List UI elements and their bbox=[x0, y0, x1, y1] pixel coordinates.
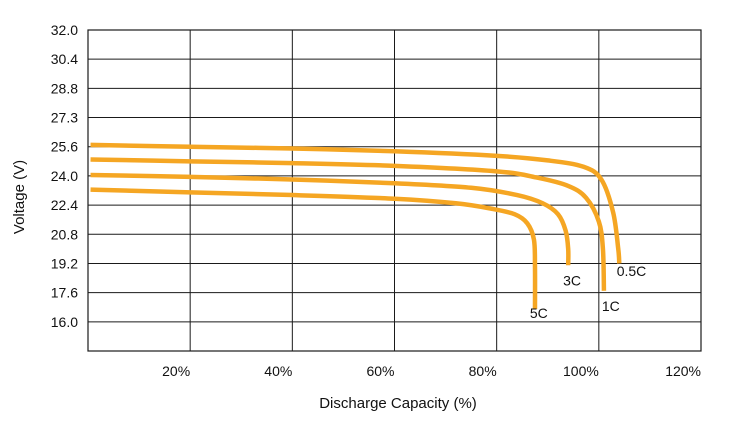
series-line-1c bbox=[90, 157, 607, 291]
y-tick-label: 19.2 bbox=[51, 255, 78, 271]
y-axis-label: Voltage (V) bbox=[11, 160, 28, 234]
series-layer bbox=[90, 142, 622, 310]
series-line-3c bbox=[90, 172, 571, 266]
x-tick-label: 80% bbox=[469, 363, 497, 379]
y-tick-label: 16.0 bbox=[51, 314, 78, 330]
x-tick-label: 40% bbox=[264, 363, 292, 379]
x-tick-label: 20% bbox=[162, 363, 190, 379]
y-tick-label: 17.6 bbox=[51, 285, 78, 301]
series-annotation: 3C bbox=[563, 272, 581, 288]
series-annotation: 1C bbox=[602, 298, 620, 314]
series-annotations: 0.5C 1C 3C 5C bbox=[530, 263, 646, 321]
y-tick-label: 28.8 bbox=[51, 80, 78, 96]
x-tick-label: 60% bbox=[366, 363, 394, 379]
series-line-5c bbox=[90, 187, 538, 310]
y-tick-label: 32.0 bbox=[51, 22, 78, 38]
y-tick-label: 30.4 bbox=[51, 51, 78, 67]
y-tick-label: 24.0 bbox=[51, 168, 78, 184]
plot-frame bbox=[87, 29, 702, 352]
y-tick-label: 27.3 bbox=[51, 110, 78, 126]
series-line-0-5c bbox=[90, 142, 622, 264]
y-tick-label: 25.6 bbox=[51, 139, 78, 155]
x-tick-label: 120% bbox=[665, 363, 701, 379]
series-annotation: 0.5C bbox=[617, 263, 647, 279]
y-tick-label: 22.4 bbox=[51, 197, 78, 213]
y-tick-label: 20.8 bbox=[51, 226, 78, 242]
x-tick-labels: 20% 40% 60% 80% 100% 120% bbox=[162, 363, 701, 379]
x-tick-label: 100% bbox=[563, 363, 599, 379]
x-axis-label: Discharge Capacity (%) bbox=[319, 395, 477, 412]
y-tick-labels: 32.0 30.4 28.8 27.3 25.6 24.0 22.4 20.8 19.2 17.6… bbox=[51, 22, 78, 330]
series-annotation: 5C bbox=[530, 305, 548, 321]
